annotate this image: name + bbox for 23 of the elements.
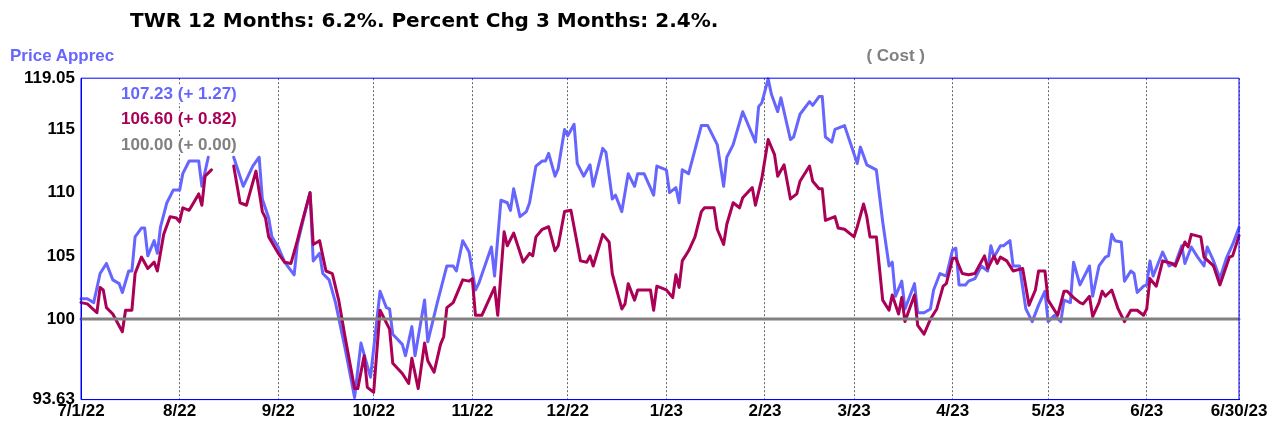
y-tick-label: 119.05 — [23, 67, 75, 87]
annotation: 107.23 (+ 1.27) — [121, 83, 237, 103]
text: Price Apprec — [10, 46, 115, 66]
x-tick-label: 9/22 — [261, 401, 295, 421]
y-tick-label: 100 — [46, 308, 75, 328]
x-tick-label: 6/30/23 — [1210, 401, 1268, 421]
annotation: 106.60 (+ 0.82) — [121, 109, 237, 129]
y-tick-label: 115 — [47, 119, 75, 139]
annotation: 100.00 (+ 0.00) — [121, 134, 237, 154]
x-tick-label: 10/22 — [352, 401, 395, 421]
chart-title: TWR 12 Months: 6.2%. Percent Chg 3 Months: 2.4%. — [130, 8, 719, 32]
x-tick-label: 11/22 — [451, 401, 494, 421]
y-tick-label: 105 — [46, 245, 75, 265]
x-tick-label: 8/22 — [163, 401, 197, 421]
x-tick-label: 12/22 — [546, 401, 590, 421]
text: ( Cost ) — [866, 46, 925, 66]
x-tick-label: 3/23 — [837, 401, 871, 421]
y-tick-label: 110 — [47, 182, 75, 202]
x-tick-label: 6/23 — [1130, 401, 1164, 421]
x-tick-label: 1/23 — [649, 401, 683, 421]
x-tick-label: 5/23 — [1031, 401, 1065, 421]
x-tick-label: 4/23 — [936, 401, 970, 421]
x-tick-label: 2/23 — [748, 401, 782, 421]
